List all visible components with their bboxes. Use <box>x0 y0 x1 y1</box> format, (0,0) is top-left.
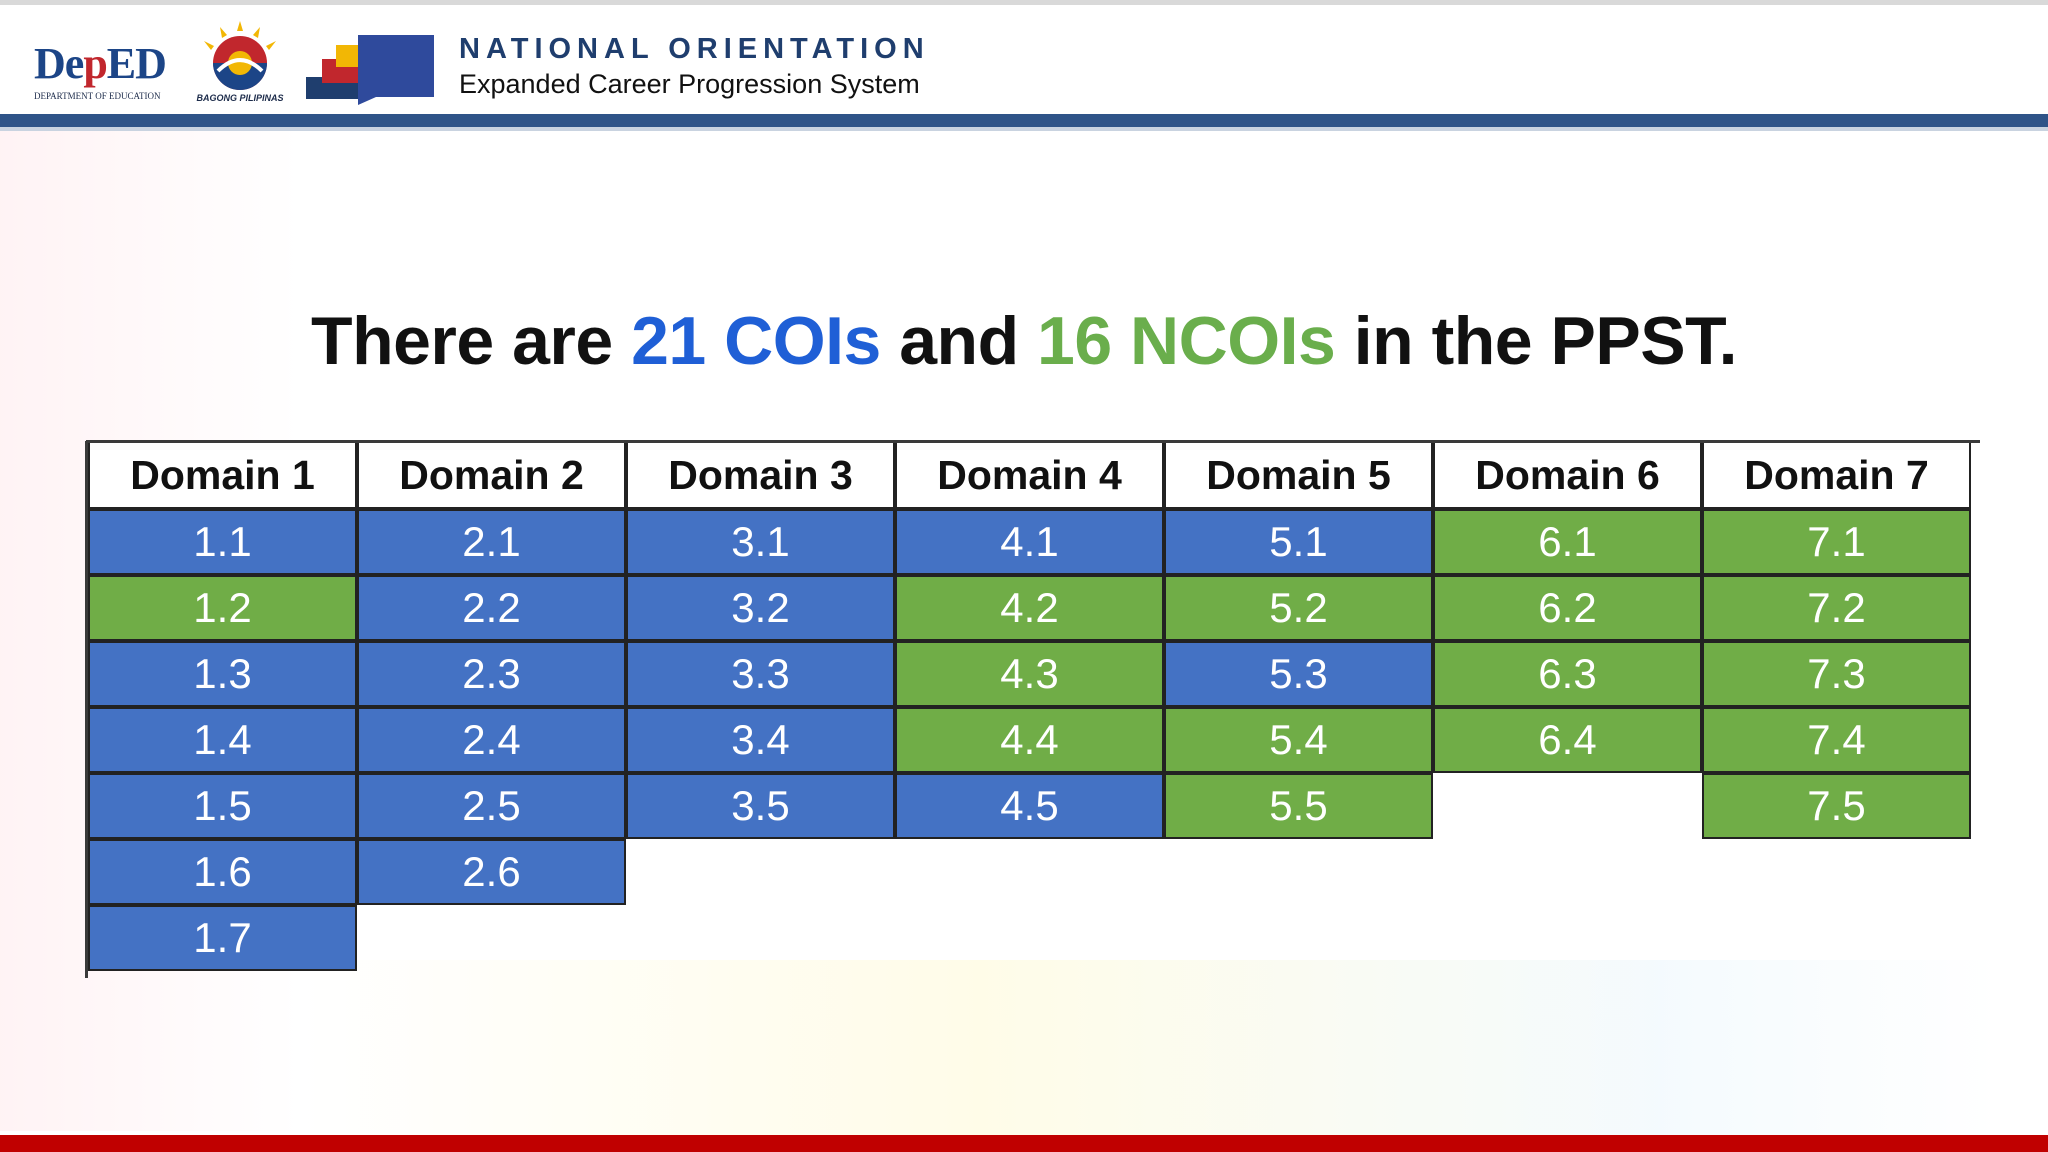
domain-header: Domain 3 <box>626 443 895 509</box>
ncoi-cell: 7.1 <box>1702 509 1971 575</box>
header-divider-bar <box>0 114 2048 127</box>
header-title: NATIONAL ORIENTATION <box>459 33 930 65</box>
domain-header: Domain 4 <box>895 443 1164 509</box>
coi-cell: 2.2 <box>357 575 626 641</box>
deped-logo-subtext: DEPARTMENT OF EDUCATION <box>34 91 161 101</box>
domain-header: Domain 6 <box>1433 443 1702 509</box>
ncoi-cell: 5.5 <box>1164 773 1433 839</box>
headline-ncoi-count: 16 NCOIs <box>1037 303 1336 379</box>
deped-logo: DepED DEPARTMENT OF EDUCATION <box>34 33 184 105</box>
coi-cell: 3.2 <box>626 575 895 641</box>
coi-cell: 2.6 <box>357 839 626 905</box>
ncoi-cell: 6.3 <box>1433 641 1702 707</box>
coi-cell: 4.5 <box>895 773 1164 839</box>
footer-bar <box>0 1135 2048 1152</box>
table-left-border <box>85 441 88 978</box>
coi-cell: 2.4 <box>357 707 626 773</box>
ncoi-cell: 4.3 <box>895 641 1164 707</box>
header-subtitle: Expanded Career Progression System <box>459 69 920 99</box>
domain-header: Domain 2 <box>357 443 626 509</box>
coi-cell: 2.3 <box>357 641 626 707</box>
ncoi-cell: 1.2 <box>88 575 357 641</box>
coi-cell: 1.6 <box>88 839 357 905</box>
background-wash-bottom <box>300 960 2000 1135</box>
headline-text-3: in the PPST. <box>1335 303 1738 379</box>
slide-header: DepED DEPARTMENT OF EDUCATION BAGONG PIL… <box>0 5 2048 114</box>
deped-wordmark: DepED <box>34 33 167 95</box>
ncoi-cell: 4.2 <box>895 575 1164 641</box>
ncoi-cell: 6.2 <box>1433 575 1702 641</box>
ncoi-cell: 6.4 <box>1433 707 1702 773</box>
bagong-pilipinas-subtext: BAGONG PILIPINAS <box>196 93 284 103</box>
bagong-pilipinas-emblem-icon <box>204 21 276 90</box>
coi-cell: 4.1 <box>895 509 1164 575</box>
coi-cell: 3.5 <box>626 773 895 839</box>
top-edge-line <box>0 0 2048 5</box>
ncoi-cell: 7.2 <box>1702 575 1971 641</box>
header-divider-shadow <box>0 127 2048 131</box>
ncoi-cell: 7.5 <box>1702 773 1971 839</box>
coi-cell: 3.1 <box>626 509 895 575</box>
coi-cell: 2.5 <box>357 773 626 839</box>
coi-cell: 1.7 <box>88 905 357 971</box>
coi-cell: 2.1 <box>357 509 626 575</box>
coi-cell: 1.4 <box>88 707 357 773</box>
headline-text-1: There are <box>311 303 632 379</box>
deped-torch-letter: p <box>83 39 108 88</box>
coi-cell: 1.1 <box>88 509 357 575</box>
ecps-logo <box>306 33 436 105</box>
coi-cell: 1.5 <box>88 773 357 839</box>
coi-cell: 1.3 <box>88 641 357 707</box>
coi-cell: 3.3 <box>626 641 895 707</box>
coi-cell: 3.4 <box>626 707 895 773</box>
ncoi-cell: 7.4 <box>1702 707 1971 773</box>
deped-word-left: De <box>34 39 84 88</box>
slide-headline: There are 21 COIs and 16 NCOIs in the PP… <box>0 302 2048 380</box>
ncoi-cell: 4.4 <box>895 707 1164 773</box>
headline-text-2: and <box>880 303 1038 379</box>
domain-header: Domain 5 <box>1164 443 1433 509</box>
coi-cell: 5.1 <box>1164 509 1433 575</box>
coi-cell: 5.3 <box>1164 641 1433 707</box>
ncoi-cell: 5.2 <box>1164 575 1433 641</box>
ncoi-cell: 7.3 <box>1702 641 1971 707</box>
ncoi-cell: 5.4 <box>1164 707 1433 773</box>
domain-header: Domain 1 <box>88 443 357 509</box>
deped-word-right: ED <box>106 39 167 88</box>
ecps-emblem-icon <box>306 35 434 105</box>
domain-header: Domain 7 <box>1702 443 1971 509</box>
ncoi-cell: 6.1 <box>1433 509 1702 575</box>
headline-coi-count: 21 COIs <box>631 303 881 379</box>
bagong-pilipinas-logo: BAGONG PILIPINAS <box>190 19 290 105</box>
table-top-border <box>86 440 1980 443</box>
